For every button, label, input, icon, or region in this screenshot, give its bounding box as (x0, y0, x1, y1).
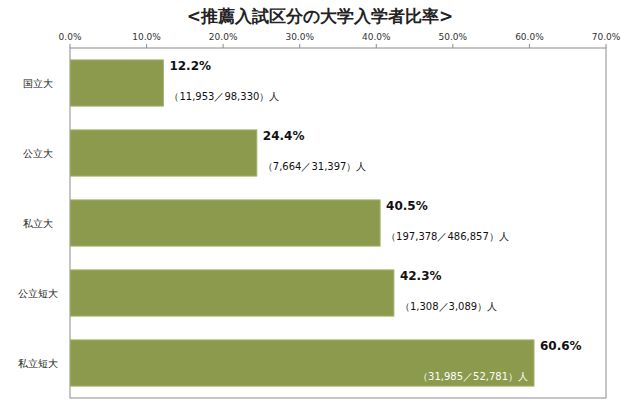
bar (70, 270, 394, 316)
tick-mark (376, 44, 377, 48)
category-label: 公立大 (23, 148, 53, 159)
tick-label: 70.0% (592, 32, 621, 42)
chart-root: <推薦入試区分の大学入学者比率> 0.0% 10.0% 20.0% 30.0% 40.0%… (0, 0, 640, 407)
plot-frame (70, 48, 606, 398)
tick-label: 20.0% (209, 32, 238, 42)
tick-label: 40.0% (362, 32, 391, 42)
tick-mark (606, 44, 607, 48)
tick-mark (529, 44, 530, 48)
data-label: 60.6% (540, 339, 582, 353)
tick-label: 50.0% (439, 32, 468, 42)
data-label: 12.2% (169, 59, 211, 73)
bars (70, 60, 534, 386)
category-label: 私立短大 (18, 358, 58, 369)
bar (70, 340, 534, 386)
annotation: （31,985／52,781）人 (418, 371, 528, 382)
tick-mark (223, 44, 224, 48)
data-label: 40.5% (386, 199, 428, 213)
annotation: （11,953／98,330）人 (169, 91, 279, 102)
category-label: 私立大 (23, 218, 53, 229)
tick-label: 60.0% (515, 32, 544, 42)
labels: 国立大 12.2% （11,953／98,330）人公立大 24.4% （7,664／3… (18, 59, 582, 382)
annotation: （7,664／31,397）人 (263, 161, 367, 172)
category-label: 国立大 (23, 78, 53, 89)
tick-label: 30.0% (285, 32, 314, 42)
category-label: 公立短大 (18, 288, 58, 299)
bar (70, 200, 380, 246)
tick-mark (146, 44, 147, 48)
bar (70, 60, 163, 106)
annotation: （1,308／3,089）人 (400, 301, 497, 312)
tick-mark (452, 44, 453, 48)
chart-svg: <推薦入試区分の大学入学者比率> 0.0% 10.0% 20.0% 30.0% 40.0%… (0, 0, 640, 407)
data-label: 24.4% (263, 129, 305, 143)
tick-label: 10.0% (132, 32, 161, 42)
title: <推薦入試区分の大学入学者比率> (187, 6, 454, 26)
tick-mark (70, 44, 71, 48)
tick-mark (299, 44, 300, 48)
data-label: 42.3% (400, 269, 442, 283)
annotation: （197,378／486,857）人 (386, 231, 509, 242)
tick-label: 0.0% (59, 32, 82, 42)
bar (70, 130, 257, 176)
